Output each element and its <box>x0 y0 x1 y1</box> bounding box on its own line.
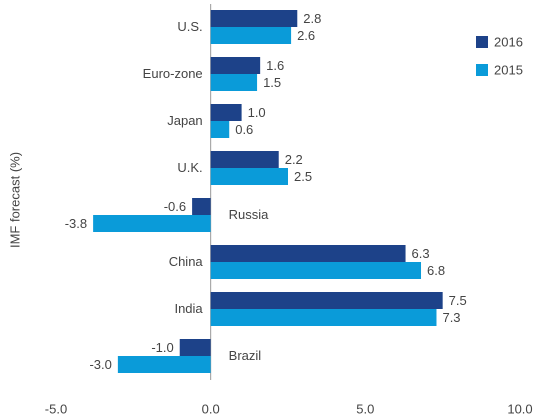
x-tick-label: 5.0 <box>356 401 374 416</box>
value-label: 1.5 <box>263 75 281 90</box>
value-label: -3.8 <box>65 216 87 231</box>
value-label: 2.5 <box>294 169 312 184</box>
value-label: -0.6 <box>164 199 186 214</box>
bar <box>210 74 258 91</box>
bar <box>179 339 211 356</box>
legend-swatch <box>476 36 488 48</box>
value-label: 7.3 <box>442 310 460 325</box>
value-label: 6.8 <box>427 263 445 278</box>
value-label: 1.6 <box>266 58 284 73</box>
value-label: 6.3 <box>412 246 430 261</box>
value-label: 7.5 <box>449 293 467 308</box>
bar <box>210 10 298 27</box>
bar <box>93 215 211 232</box>
value-label: 1.0 <box>248 105 266 120</box>
value-label: -1.0 <box>151 340 173 355</box>
category-label: India <box>174 301 203 316</box>
y-axis-label: IMF forecast (%) <box>7 152 22 248</box>
category-label: U.K. <box>177 160 202 175</box>
bar <box>210 151 279 168</box>
value-label: 2.6 <box>297 28 315 43</box>
category-label: Japan <box>167 113 202 128</box>
bar <box>210 292 443 309</box>
category-label: Russia <box>229 207 270 222</box>
bar <box>210 27 292 44</box>
category-label: U.S. <box>177 19 202 34</box>
bar <box>192 198 211 215</box>
bar <box>117 356 211 373</box>
legend-swatch <box>476 64 488 76</box>
value-label: -3.0 <box>89 357 111 372</box>
bar <box>210 245 406 262</box>
category-label: Euro-zone <box>143 66 203 81</box>
bar <box>210 104 242 121</box>
value-label: 0.6 <box>235 122 253 137</box>
bar <box>210 309 437 326</box>
bar <box>210 57 261 74</box>
bar <box>210 168 288 185</box>
x-tick-label: 10.0 <box>507 401 532 416</box>
legend-label: 2015 <box>494 62 523 77</box>
category-label: China <box>169 254 204 269</box>
x-tick-label: 0.0 <box>202 401 220 416</box>
value-label: 2.8 <box>303 11 321 26</box>
bar <box>210 262 422 279</box>
value-label: 2.2 <box>285 152 303 167</box>
legend-label: 2016 <box>494 34 523 49</box>
bar <box>210 121 230 138</box>
x-tick-label: -5.0 <box>45 401 67 416</box>
category-label: Brazil <box>229 348 262 363</box>
